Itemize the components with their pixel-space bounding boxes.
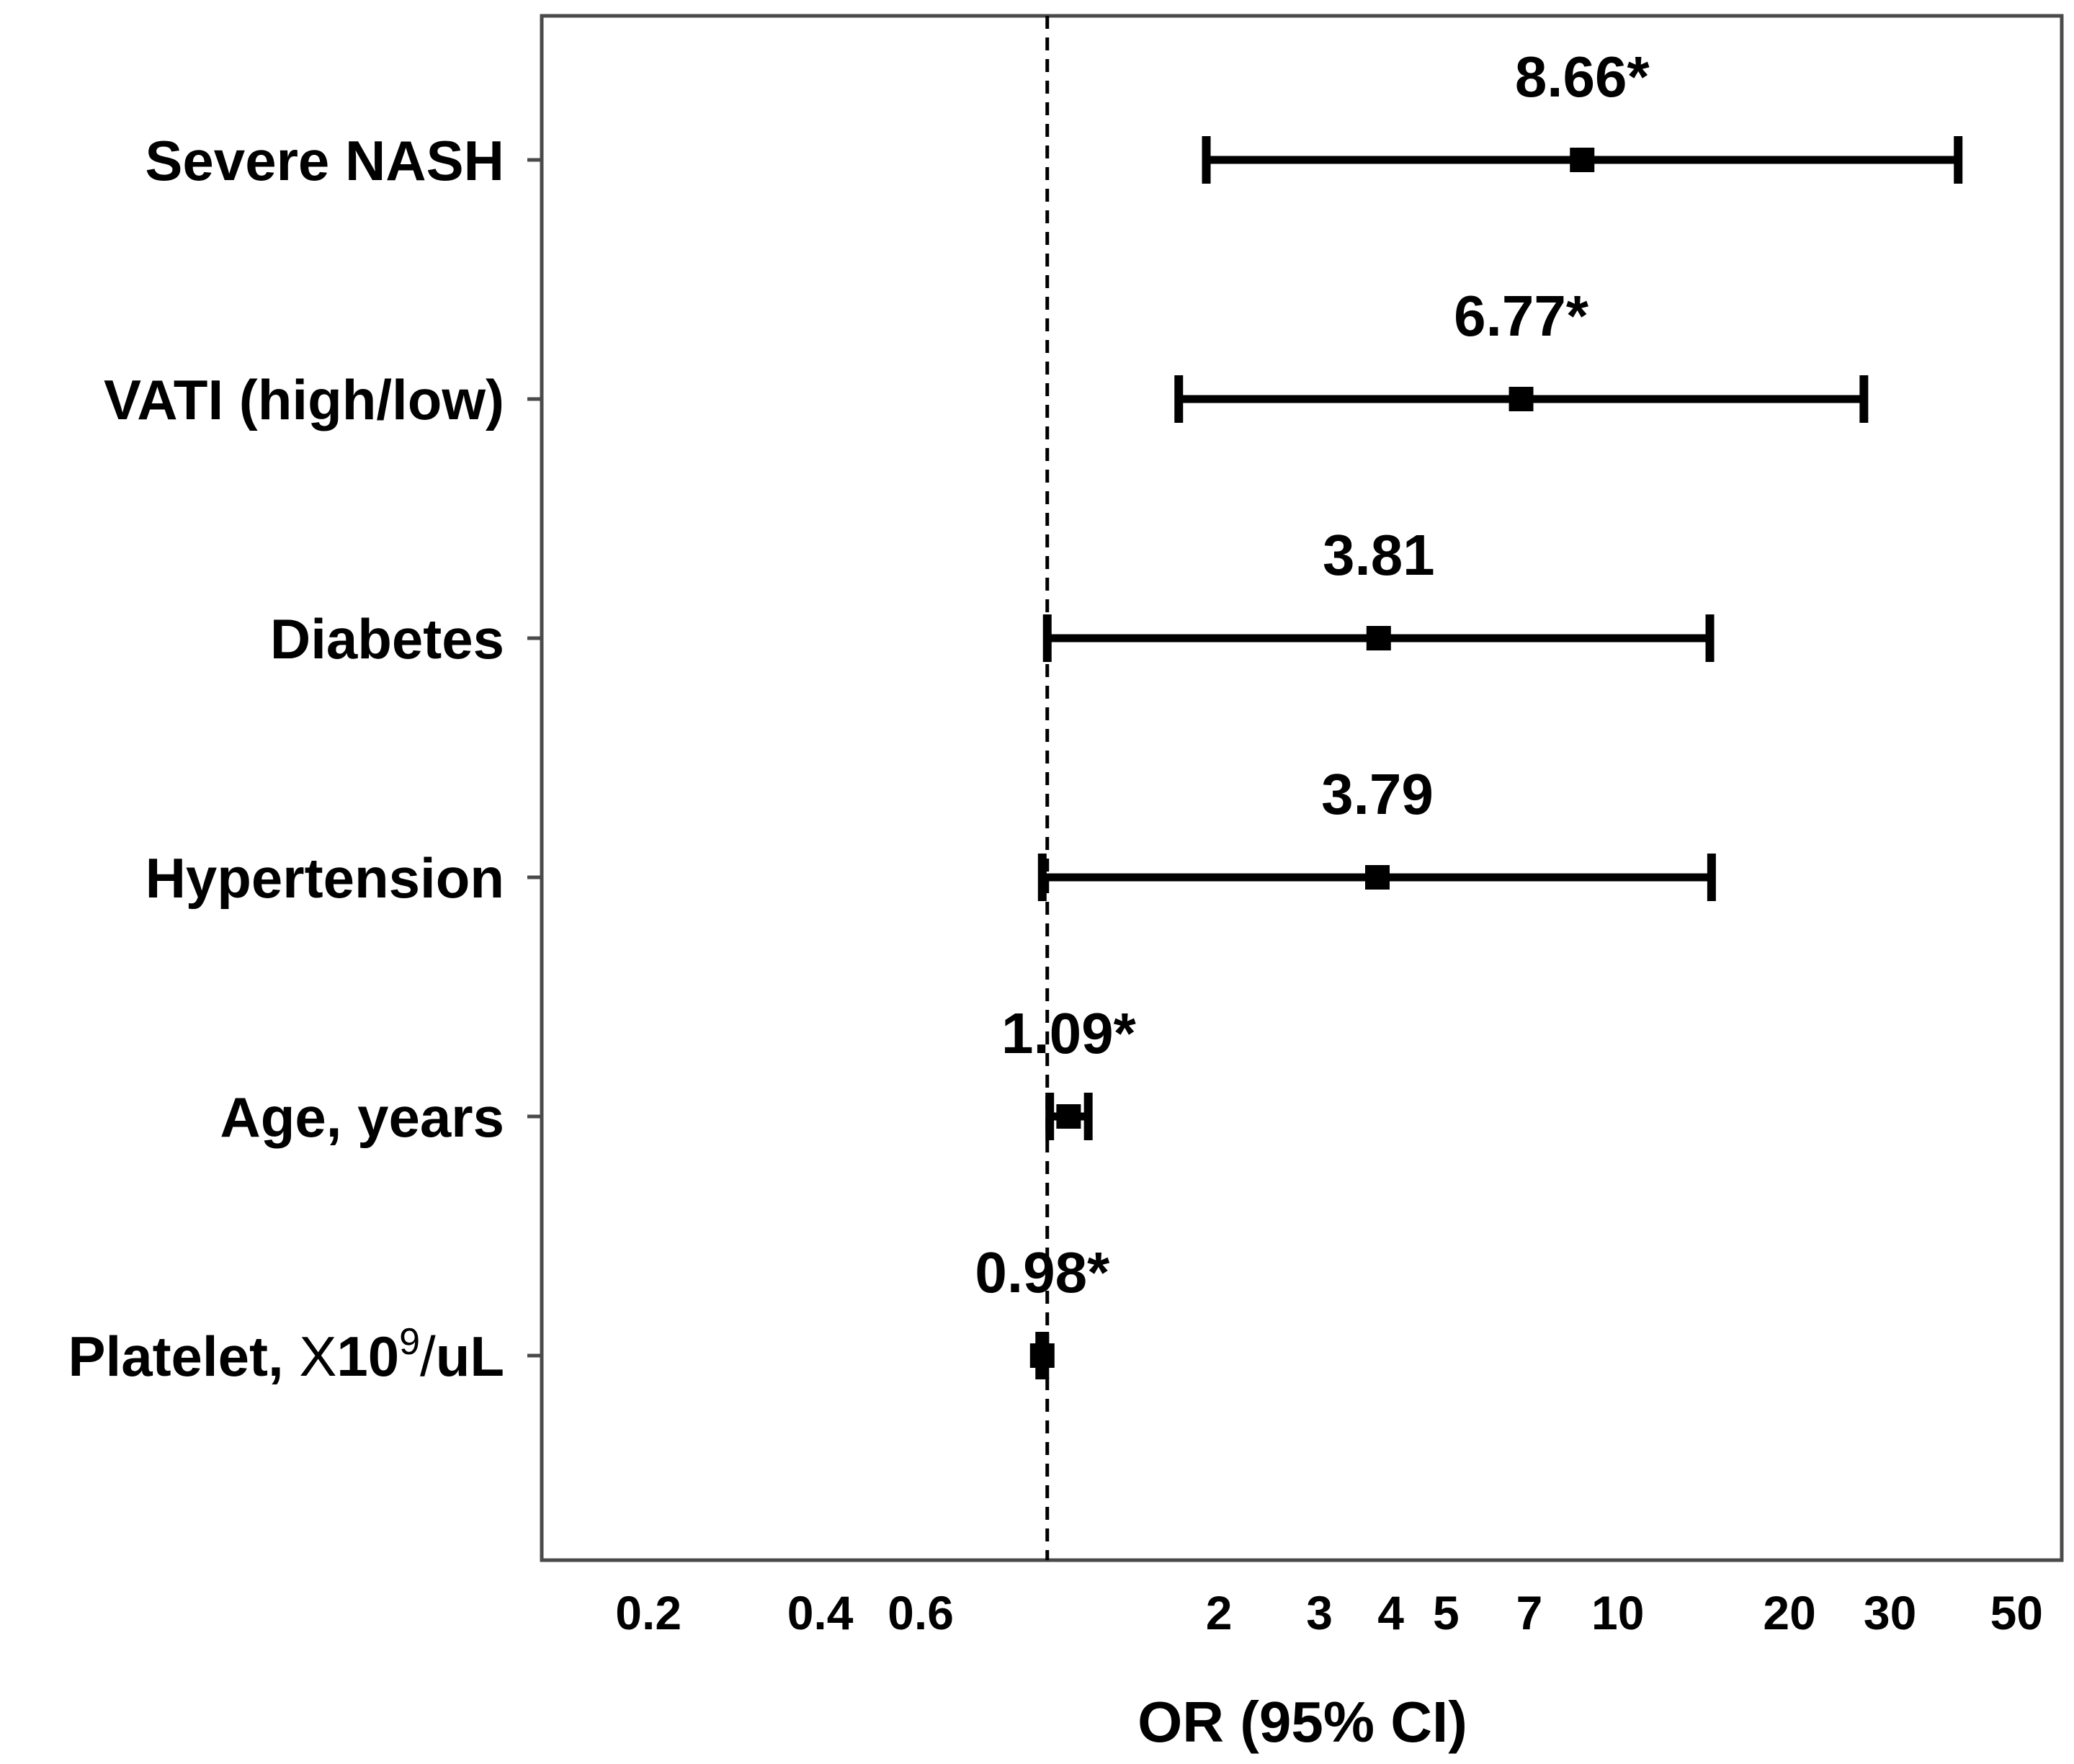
x-tick-label: 7	[1516, 1586, 1543, 1639]
point-estimate	[1029, 1343, 1055, 1368]
forest-row: Severe NASH 8.66*	[145, 45, 1963, 192]
row-label-unit: X	[299, 1325, 336, 1388]
forest-row: Platelet, X109/uL 0.98*	[68, 1240, 1111, 1388]
row-label-superscript: 9	[399, 1321, 420, 1363]
x-tick-label: 0.6	[888, 1586, 954, 1639]
row-label-text: VATI (high/low)	[104, 368, 504, 431]
row-label-text: Platelet,	[68, 1325, 300, 1388]
estimate-label: 3.81	[1323, 523, 1435, 587]
x-axis-title: OR (95% CI)	[1137, 1690, 1467, 1754]
row-label-tail: /	[420, 1325, 436, 1388]
row-label-text: Hypertension	[146, 846, 504, 910]
row-label: Hypertension	[146, 846, 504, 910]
point-estimate	[1570, 148, 1595, 172]
estimate-label: 3.79	[1321, 762, 1434, 826]
forest-row: VATI (high/low) 6.77*	[104, 284, 1869, 431]
row-label: Severe NASH	[145, 129, 504, 192]
row-label: Age, years	[220, 1085, 504, 1149]
estimate-label: 6.77*	[1454, 284, 1589, 348]
point-estimate	[1508, 387, 1534, 411]
forest-row: Diabetes 3.81	[270, 523, 1715, 671]
point-estimate	[1365, 865, 1390, 890]
x-tick-label: 0.4	[787, 1586, 854, 1639]
row-label-text: Severe NASH	[145, 129, 504, 192]
row-label: Diabetes	[270, 607, 504, 671]
row-label: Platelet, X109/uL	[68, 1321, 505, 1388]
x-tick-label: 50	[1990, 1586, 2043, 1639]
estimate-label: 1.09*	[1001, 1001, 1137, 1065]
x-tick-label: 10	[1591, 1586, 1644, 1639]
x-tick-label: 20	[1763, 1586, 1815, 1639]
estimate-label: 8.66*	[1515, 45, 1650, 109]
row-label-unit-number: 10	[336, 1325, 399, 1388]
x-tick-label: 4	[1377, 1586, 1404, 1639]
x-tick-label: 0.2	[615, 1586, 681, 1639]
forest-row: Hypertension 3.79	[146, 762, 1716, 910]
forest-row: Age, years 1.09*	[220, 1001, 1136, 1149]
x-tick-label: 5	[1433, 1586, 1460, 1639]
row-label-text: Diabetes	[270, 607, 504, 671]
x-tick-label: 30	[1864, 1586, 1916, 1639]
point-estimate	[1366, 626, 1391, 650]
x-tick-label: 2	[1206, 1586, 1233, 1639]
plot-frame	[540, 14, 2064, 1562]
estimate-label: 0.98*	[975, 1240, 1110, 1304]
row-label: VATI (high/low)	[104, 368, 504, 431]
x-tick-label: 3	[1306, 1586, 1333, 1639]
row-label-tail-end: uL	[436, 1325, 504, 1388]
point-estimate	[1056, 1104, 1081, 1129]
row-label-text: Age, years	[220, 1085, 504, 1149]
